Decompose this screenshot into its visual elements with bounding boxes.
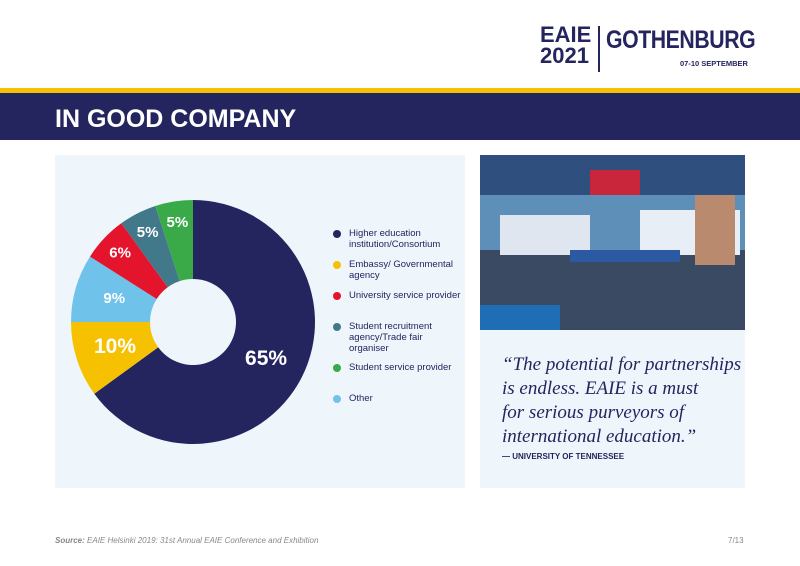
legend-label: Higher education institution/Consortium <box>349 228 441 250</box>
quote-panel <box>480 330 745 488</box>
data-label: 6% <box>109 245 131 262</box>
slice <box>71 322 159 394</box>
legend-swatch <box>333 323 341 331</box>
chart: 65% 10% 9% 6% 5% 5% <box>71 200 315 444</box>
quote-line: for serious purveyors of <box>502 402 685 423</box>
slice <box>89 223 168 299</box>
data-label: 65% <box>245 347 287 370</box>
legend-item: Embassy/ Governmental agency <box>333 259 463 281</box>
page-number: 7/13 <box>728 536 744 545</box>
logo-year: EAIE 2021 <box>540 22 592 68</box>
logo-text: 2021 <box>540 43 589 68</box>
logo-city: GOTHENBURG <box>606 26 756 54</box>
legend-swatch <box>333 395 341 403</box>
slice <box>121 205 180 288</box>
photo <box>480 155 745 330</box>
legend-item: University service provider <box>333 290 463 301</box>
legend-label: Student recruitment agency/Trade fair or… <box>349 321 432 354</box>
source-text: EAIE Helsinki 2019: 31st Annual EAIE Con… <box>87 536 319 545</box>
data-label: 10% <box>94 335 136 358</box>
slice <box>155 200 193 282</box>
legend-item: Higher education institution/Consortium <box>333 228 463 250</box>
legend-swatch <box>333 364 341 372</box>
slice <box>94 200 315 444</box>
legend-swatch <box>333 292 341 300</box>
legend-label: Embassy/ Governmental agency <box>349 259 454 281</box>
legend-swatch <box>333 261 341 269</box>
source: Source: EAIE Helsinki 2019: 31st Annual … <box>55 536 318 545</box>
legend-label: University service provider <box>349 290 461 301</box>
slice <box>71 256 157 322</box>
data-label: 5% <box>167 214 189 231</box>
quote-line: international education.” <box>502 426 697 447</box>
title-band <box>0 93 800 140</box>
quote-line: “The potential for partnerships <box>502 354 742 375</box>
page-title: IN GOOD COMPANY <box>55 105 297 133</box>
logo-dates: 07-10 SEPTEMBER <box>680 59 748 68</box>
attribution: — UNIVERSITY OF TENNESSEE <box>502 452 625 461</box>
stripe <box>0 88 800 93</box>
quote: “The potential for partnerships is endles… <box>502 353 741 449</box>
legend-item: Student recruitment agency/Trade fair or… <box>333 321 463 354</box>
legend-label: Other <box>349 393 373 404</box>
source-label: Source: <box>55 536 85 545</box>
data-label: 5% <box>137 224 159 241</box>
quote-line: is endless. EAIE is a must <box>502 378 699 399</box>
legend-item: Other <box>333 393 463 404</box>
data-label: 9% <box>103 290 125 307</box>
logo-text: EAIE <box>540 22 592 47</box>
legend-label: Student service provider <box>349 362 452 373</box>
legend-swatch <box>333 230 341 238</box>
logo-divider <box>598 26 600 72</box>
legend-item: Student service provider <box>333 362 463 373</box>
